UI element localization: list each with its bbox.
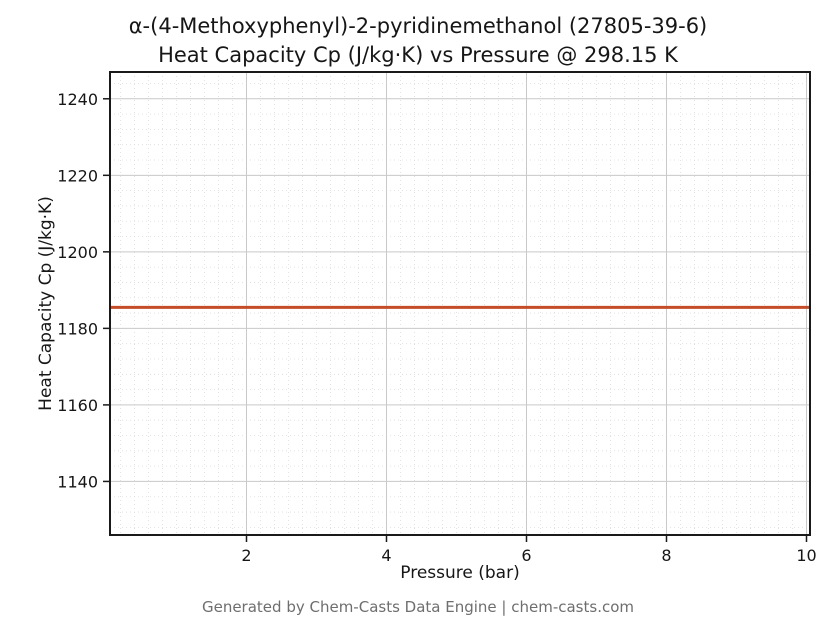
chart-title-line2: Heat Capacity Cp (J/kg·K) vs Pressure @ … — [158, 43, 678, 67]
footer-credit: Generated by Chem-Casts Data Engine | ch… — [201, 598, 635, 616]
y-tick-label: 1200 — [57, 243, 98, 262]
x-tick-label: 2 — [241, 546, 251, 565]
plot-background — [110, 72, 810, 535]
x-tick-label: 10 — [796, 546, 816, 565]
x-tick-label: 8 — [661, 546, 671, 565]
x-tick-label: 6 — [521, 546, 531, 565]
y-tick-label: 1160 — [57, 396, 98, 415]
y-tick-label: 1140 — [57, 472, 98, 491]
y-tick-label: 1240 — [57, 90, 98, 109]
chart-title-line1: α-(4-Methoxyphenyl)-2-pyridinemethanol (… — [128, 14, 708, 38]
y-axis-label: Heat Capacity Cp (J/kg·K) — [36, 196, 56, 411]
y-tick-label: 1220 — [57, 166, 98, 185]
chart-title: α-(4-Methoxyphenyl)-2-pyridinemethanol (… — [0, 12, 836, 70]
x-axis-label: Pressure (bar) — [400, 563, 520, 583]
plot-border — [109, 71, 811, 536]
y-tick-label: 1180 — [57, 319, 98, 338]
x-tick-label: 4 — [381, 546, 391, 565]
